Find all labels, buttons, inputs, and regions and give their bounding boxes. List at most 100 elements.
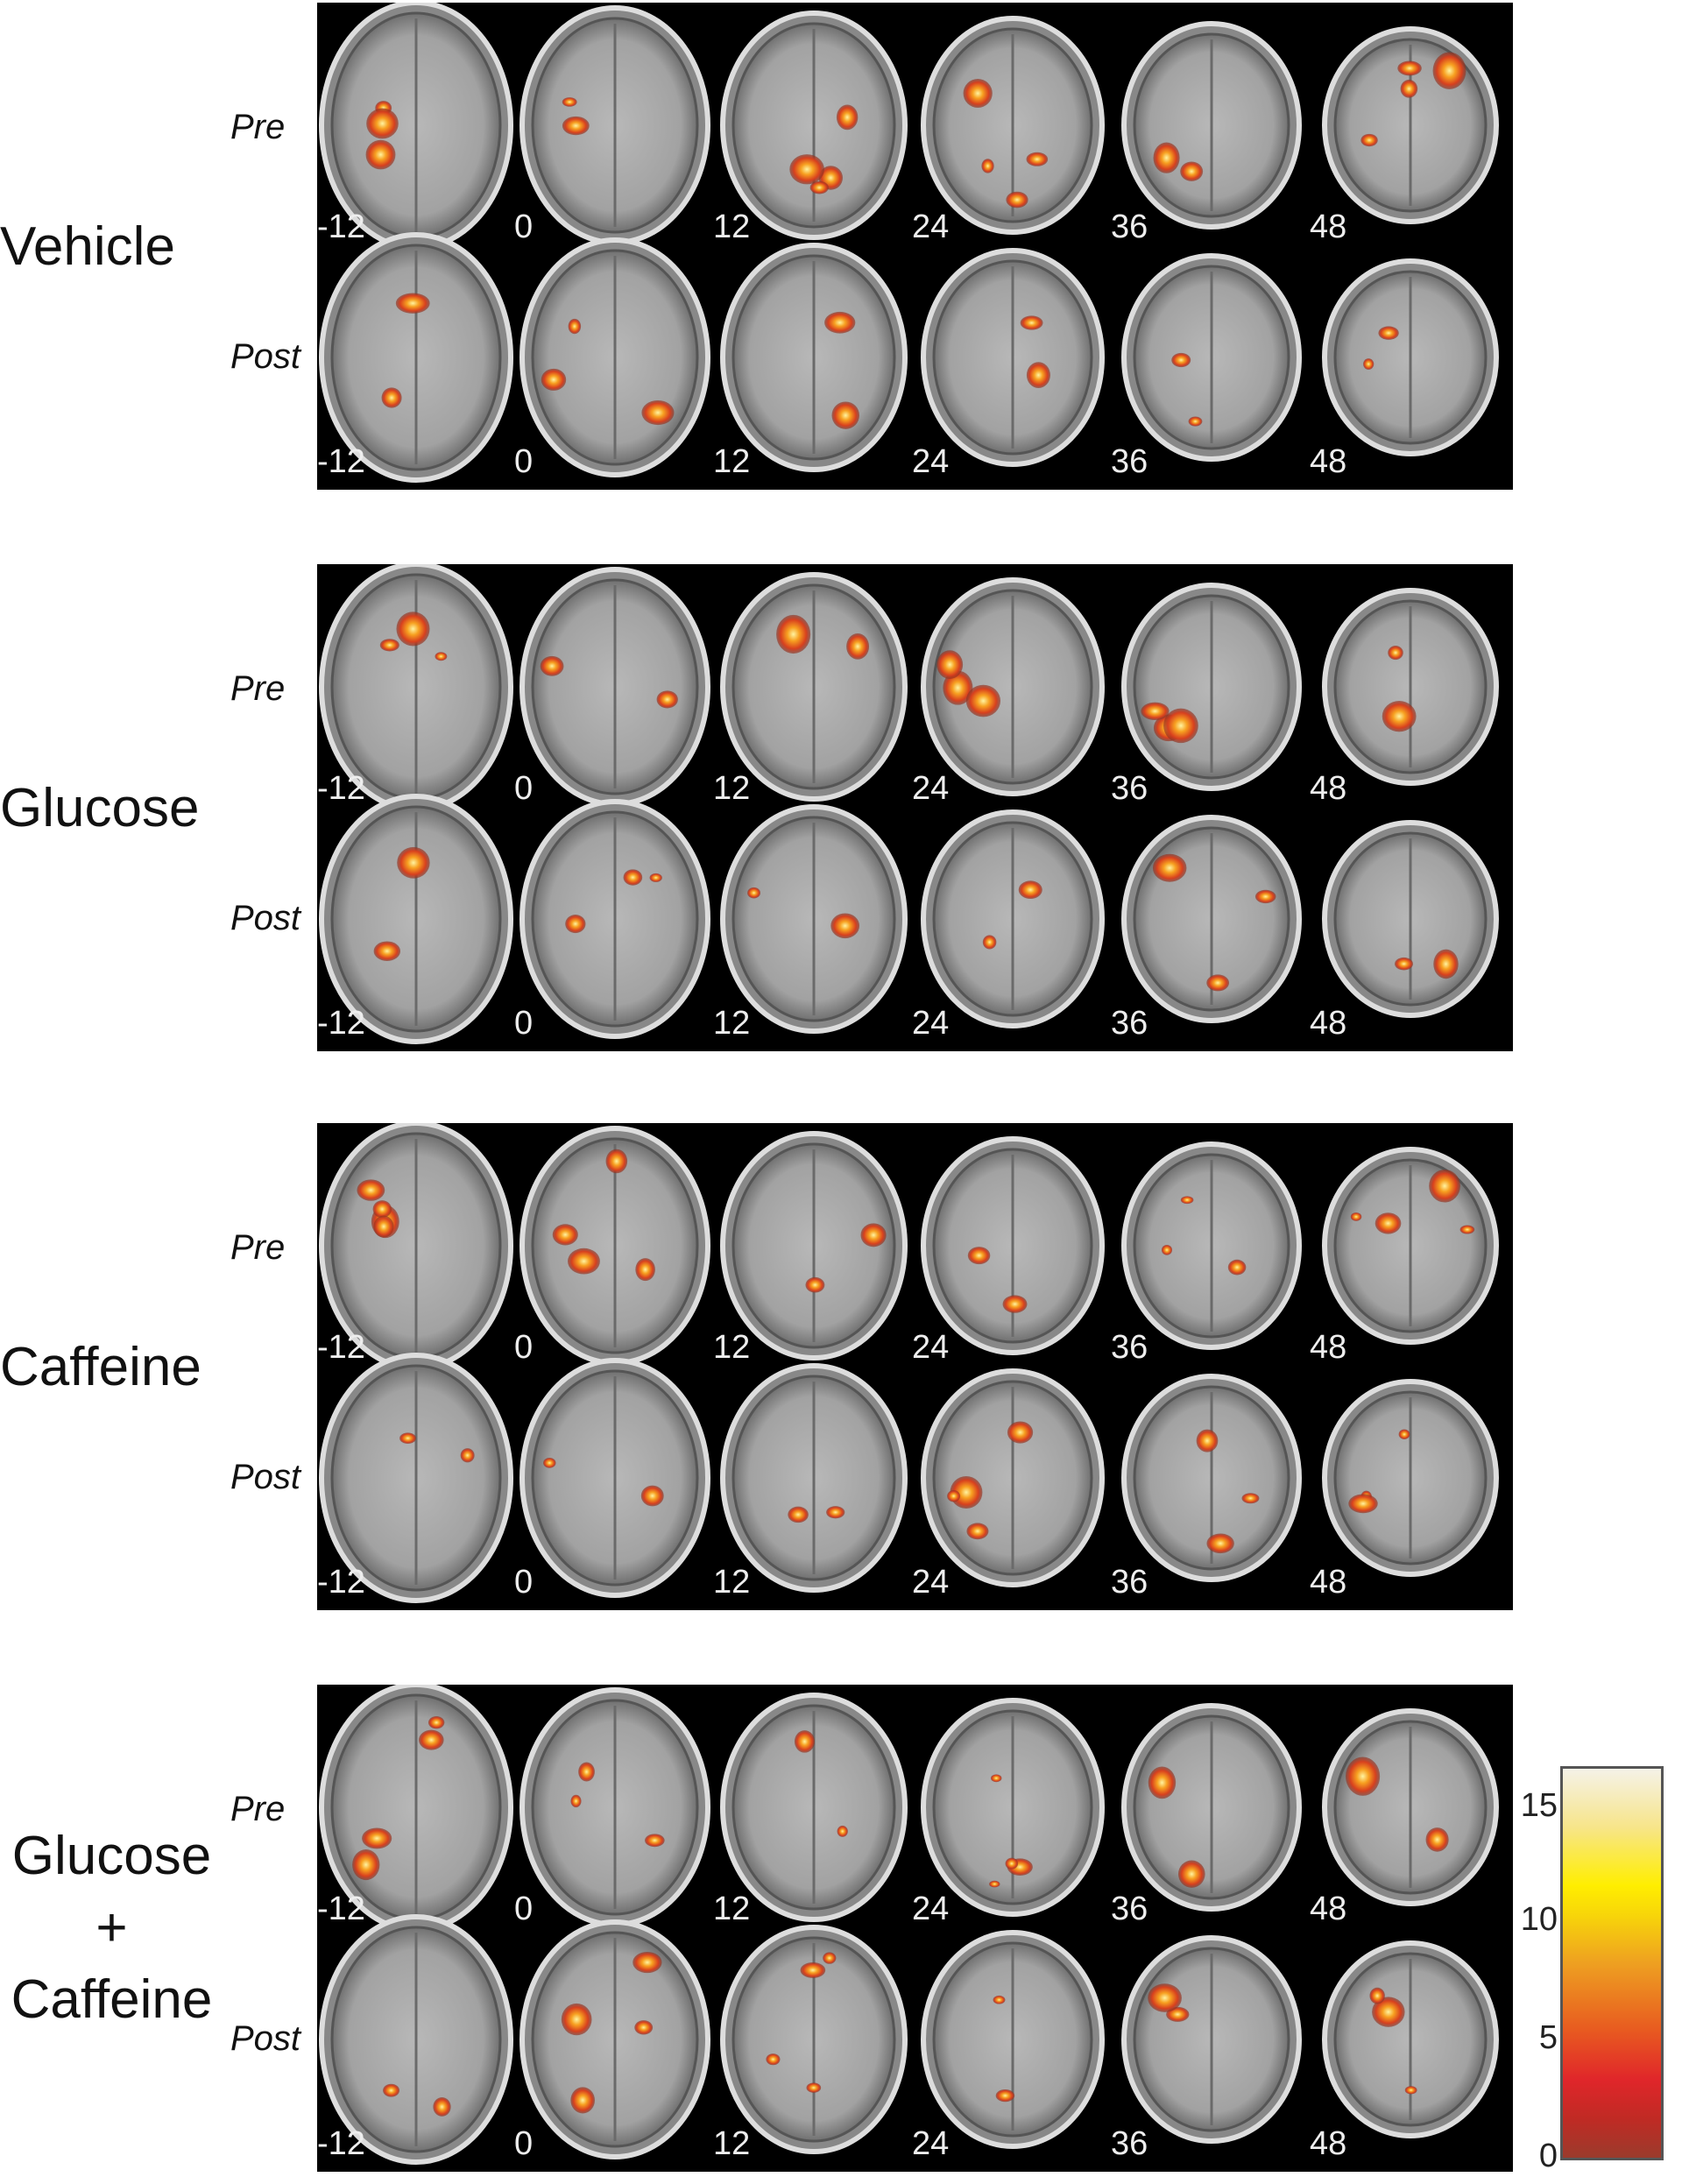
activation-blob xyxy=(963,79,993,109)
colorbar-tick-0: 0 xyxy=(1538,2138,1558,2174)
activation-blob xyxy=(965,684,1001,717)
activation-blob xyxy=(379,639,399,652)
activation-blob xyxy=(1425,1827,1449,1852)
brain-slice xyxy=(1322,588,1499,786)
slice-level-label: 48 xyxy=(1310,770,1347,807)
activation-blob xyxy=(990,1774,1002,1783)
activation-blob xyxy=(541,368,567,391)
brain-slice xyxy=(1121,1141,1302,1350)
brain-slice xyxy=(921,248,1105,467)
activation-blob xyxy=(373,1215,394,1238)
brain-slice xyxy=(921,809,1105,1028)
slice-level-label: 0 xyxy=(514,1329,534,1366)
activation-blob xyxy=(373,941,401,961)
slice-level-label: 12 xyxy=(713,1891,751,1927)
brain-slice xyxy=(519,1919,710,2159)
group-label: Caffeine xyxy=(0,1337,201,1397)
activation-blob xyxy=(649,873,662,882)
brain-slice xyxy=(1121,815,1302,1023)
slice-level-label: 48 xyxy=(1310,1005,1347,1042)
slice-level-label: -12 xyxy=(317,1891,365,1927)
brain-slice xyxy=(720,1925,908,2154)
activation-blob xyxy=(800,1961,826,1978)
activation-blob xyxy=(641,399,675,426)
slice-level-label: -12 xyxy=(317,2125,365,2162)
activation-blob xyxy=(365,139,396,170)
activation-blob xyxy=(950,1475,983,1509)
activation-blob xyxy=(1007,1421,1034,1444)
activation-blob xyxy=(383,2083,400,2097)
colorbar-tick-10: 10 xyxy=(1520,1901,1558,1938)
brain-slice xyxy=(921,1930,1105,2149)
row-label-pre: Pre xyxy=(230,108,286,146)
row-label-pre: Pre xyxy=(230,1790,286,1828)
activation-blob xyxy=(1026,362,1050,388)
slice-level-label: -12 xyxy=(317,770,365,807)
row-label-post: Post xyxy=(230,1458,301,1496)
brain-slice xyxy=(1121,253,1302,462)
activation-blob xyxy=(352,1848,380,1881)
slice-level-label: 12 xyxy=(713,2125,751,2162)
colorbar-tick-5: 5 xyxy=(1538,2019,1558,2056)
activation-blob xyxy=(836,104,859,131)
activation-blob xyxy=(1177,1860,1205,1888)
activation-blob xyxy=(1180,161,1204,181)
activation-blob xyxy=(543,1457,556,1468)
slice-level-label: 24 xyxy=(912,1564,950,1601)
activation-blob xyxy=(1227,1259,1247,1276)
activation-blob xyxy=(1141,702,1170,720)
slice-level-label: 36 xyxy=(1111,1005,1148,1042)
slice-level-label: -12 xyxy=(317,1329,365,1366)
brain-slice xyxy=(921,577,1105,796)
slice-level-label: 0 xyxy=(514,2125,534,2162)
brain-slice xyxy=(720,804,908,1034)
activation-blob xyxy=(981,159,994,173)
brain-slice xyxy=(720,11,908,240)
brain-slice xyxy=(1322,258,1499,456)
brain-slice xyxy=(519,1126,710,1366)
brain-slice xyxy=(1121,21,1302,230)
activation-blob xyxy=(809,180,829,194)
activation-blob xyxy=(395,293,430,314)
activation-blob xyxy=(831,401,860,429)
activation-blob xyxy=(1206,974,1230,992)
brain-slice xyxy=(1121,1935,1302,2144)
slice-level-label: 48 xyxy=(1310,209,1347,245)
row-label-pre: Pre xyxy=(230,1228,286,1267)
activation-blob xyxy=(1161,1244,1173,1255)
activation-blob xyxy=(1350,1212,1362,1221)
slice-level-label: 0 xyxy=(514,1564,534,1601)
slice-level-label: 24 xyxy=(912,443,950,480)
brain-slice xyxy=(319,1353,513,1603)
activation-blob xyxy=(794,1730,816,1753)
activation-blob xyxy=(634,2020,654,2035)
activation-blob xyxy=(1241,1493,1260,1504)
slice-level-label: 24 xyxy=(912,1005,950,1042)
activation-blob xyxy=(570,2087,596,2114)
activation-blob xyxy=(1360,133,1378,147)
activation-blob xyxy=(846,633,870,660)
activation-blob xyxy=(635,1258,655,1282)
activation-blob xyxy=(947,1490,961,1502)
activation-blob xyxy=(623,869,643,886)
activation-blob xyxy=(640,1485,664,1507)
activation-blob xyxy=(1171,352,1191,368)
slice-level-label: 36 xyxy=(1111,1891,1148,1927)
slice-level-label: 12 xyxy=(713,1329,751,1366)
activation-blob xyxy=(399,1432,416,1445)
slice-level-label: 36 xyxy=(1111,1329,1148,1366)
group-label: Glucose xyxy=(0,778,200,838)
activation-blob xyxy=(1180,1196,1194,1205)
activation-blob xyxy=(993,1995,1006,2004)
colorbar-tick-15: 15 xyxy=(1520,1787,1558,1824)
slice-level-label: -12 xyxy=(317,1005,365,1042)
slice-level-label: 48 xyxy=(1310,2125,1347,2162)
slice-level-label: 12 xyxy=(713,770,751,807)
row-label-post: Post xyxy=(230,899,301,937)
brain-slice xyxy=(319,794,513,1044)
activation-blob xyxy=(1372,1997,1405,2027)
activation-blob xyxy=(433,2097,451,2117)
activation-blob xyxy=(419,1729,444,1750)
activation-blob xyxy=(1369,1987,1385,2004)
activation-blob xyxy=(1395,957,1414,971)
